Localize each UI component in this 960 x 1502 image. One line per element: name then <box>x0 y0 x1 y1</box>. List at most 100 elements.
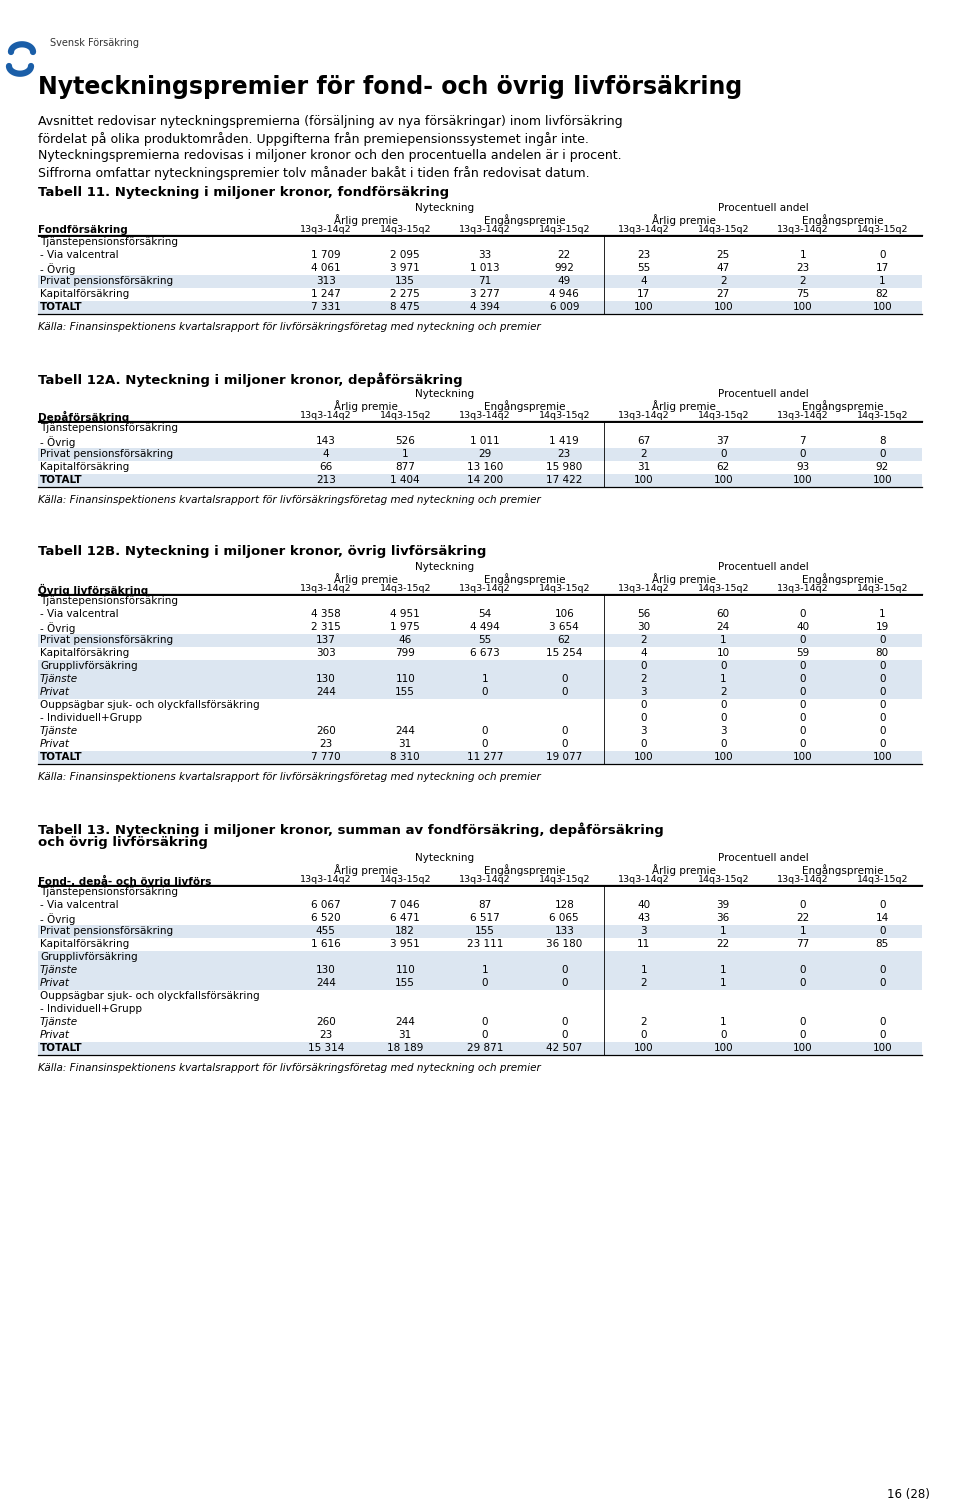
Text: 3 654: 3 654 <box>549 622 579 632</box>
Text: 0: 0 <box>640 661 647 671</box>
Text: 17: 17 <box>637 288 650 299</box>
Text: Privat: Privat <box>40 1030 70 1039</box>
Text: 40: 40 <box>796 622 809 632</box>
Text: 526: 526 <box>396 436 415 446</box>
Text: 4 494: 4 494 <box>469 622 499 632</box>
Text: 1 011: 1 011 <box>470 436 499 446</box>
Text: 244: 244 <box>316 978 336 988</box>
Text: 100: 100 <box>793 753 812 762</box>
Bar <box>38 448 922 461</box>
Text: 62: 62 <box>716 463 730 472</box>
Text: 23: 23 <box>637 249 650 260</box>
Text: 24: 24 <box>716 622 730 632</box>
Text: TOTALT: TOTALT <box>40 1042 83 1053</box>
Text: 1: 1 <box>720 978 727 988</box>
Text: - Övrig: - Övrig <box>40 436 76 448</box>
Text: 23: 23 <box>319 1030 332 1039</box>
Text: Tjänstepensionsförsäkring: Tjänstepensionsförsäkring <box>40 596 178 605</box>
Bar <box>38 475 922 487</box>
Text: 1: 1 <box>720 635 727 644</box>
Text: 3 951: 3 951 <box>391 939 420 949</box>
Text: 100: 100 <box>873 475 892 485</box>
Text: 23: 23 <box>558 449 571 460</box>
Text: 0: 0 <box>879 700 885 710</box>
Text: 14q3-15q2: 14q3-15q2 <box>698 412 749 421</box>
Text: 2: 2 <box>640 449 647 460</box>
Text: 100: 100 <box>634 302 654 312</box>
Text: 13q3-14q2: 13q3-14q2 <box>300 876 351 885</box>
Text: 31: 31 <box>398 1030 412 1039</box>
Text: 22: 22 <box>558 249 571 260</box>
Text: Procentuell andel: Procentuell andel <box>718 853 808 864</box>
Text: Tjänstepensionsförsäkring: Tjänstepensionsförsäkring <box>40 888 178 897</box>
Text: 0: 0 <box>879 674 885 683</box>
Text: 1: 1 <box>720 964 727 975</box>
Text: 0: 0 <box>640 700 647 710</box>
Text: 100: 100 <box>713 475 733 485</box>
Text: 2: 2 <box>720 686 727 697</box>
Text: - Övrig: - Övrig <box>40 913 76 925</box>
Text: 106: 106 <box>554 608 574 619</box>
Text: 22: 22 <box>716 939 730 949</box>
Text: 14 200: 14 200 <box>467 475 503 485</box>
Text: 1: 1 <box>879 276 885 285</box>
Text: 77: 77 <box>796 939 809 949</box>
Text: 0: 0 <box>879 739 885 749</box>
Text: Grupplivförsäkring: Grupplivförsäkring <box>40 661 137 671</box>
Text: 877: 877 <box>396 463 415 472</box>
Text: 1: 1 <box>720 927 727 936</box>
Text: 155: 155 <box>396 686 415 697</box>
Text: 3 971: 3 971 <box>391 263 420 273</box>
Text: 13q3-14q2: 13q3-14q2 <box>300 412 351 421</box>
Text: 16 (28): 16 (28) <box>887 1488 930 1500</box>
Bar <box>38 976 922 990</box>
Text: 0: 0 <box>879 635 885 644</box>
Text: 213: 213 <box>316 475 336 485</box>
Text: Årlig premie: Årlig premie <box>333 400 397 412</box>
Bar <box>38 925 922 939</box>
Text: 13q3-14q2: 13q3-14q2 <box>459 584 511 593</box>
Text: 2: 2 <box>800 276 806 285</box>
Text: Tjänste: Tjänste <box>40 1017 78 1027</box>
Text: 133: 133 <box>554 927 574 936</box>
Text: 1 709: 1 709 <box>311 249 341 260</box>
Text: 8 475: 8 475 <box>391 302 420 312</box>
Bar <box>38 964 922 976</box>
Text: 14q3-15q2: 14q3-15q2 <box>379 225 431 234</box>
Bar <box>38 275 922 288</box>
Text: 25: 25 <box>716 249 730 260</box>
Text: Kapitalförsäkring: Kapitalförsäkring <box>40 939 130 949</box>
Text: 0: 0 <box>800 739 806 749</box>
Text: 0: 0 <box>800 608 806 619</box>
Text: 0: 0 <box>561 725 567 736</box>
Text: 100: 100 <box>873 753 892 762</box>
Text: 13q3-14q2: 13q3-14q2 <box>459 412 511 421</box>
Bar <box>38 951 922 964</box>
Text: Ouppsägbar sjuk- och olyckfallsförsäkring: Ouppsägbar sjuk- och olyckfallsförsäkrin… <box>40 991 259 1000</box>
Text: 0: 0 <box>800 449 806 460</box>
Text: 87: 87 <box>478 900 492 910</box>
Text: 47: 47 <box>716 263 730 273</box>
Text: 1: 1 <box>720 1017 727 1027</box>
Text: 1 419: 1 419 <box>549 436 579 446</box>
Text: 455: 455 <box>316 927 336 936</box>
Text: 13q3-14q2: 13q3-14q2 <box>300 584 351 593</box>
Text: 135: 135 <box>396 276 415 285</box>
Text: 93: 93 <box>796 463 809 472</box>
Text: 0: 0 <box>482 978 488 988</box>
Text: Depåförsäkring: Depåförsäkring <box>38 412 130 424</box>
Text: 1 975: 1 975 <box>391 622 420 632</box>
Text: 8: 8 <box>879 436 885 446</box>
Text: 46: 46 <box>398 635 412 644</box>
Text: Nyteckningspremier för fond- och övrig livförsäkring: Nyteckningspremier för fond- och övrig l… <box>38 75 742 99</box>
Text: Privat: Privat <box>40 739 70 749</box>
Text: 0: 0 <box>879 713 885 722</box>
Text: 3: 3 <box>640 927 647 936</box>
Text: 1: 1 <box>402 449 409 460</box>
Text: 0: 0 <box>879 978 885 988</box>
Text: 49: 49 <box>558 276 571 285</box>
Text: Svensk Försäkring: Svensk Försäkring <box>50 38 139 48</box>
Text: 100: 100 <box>634 1042 654 1053</box>
Text: 1: 1 <box>481 674 488 683</box>
Text: TOTALT: TOTALT <box>40 753 83 762</box>
